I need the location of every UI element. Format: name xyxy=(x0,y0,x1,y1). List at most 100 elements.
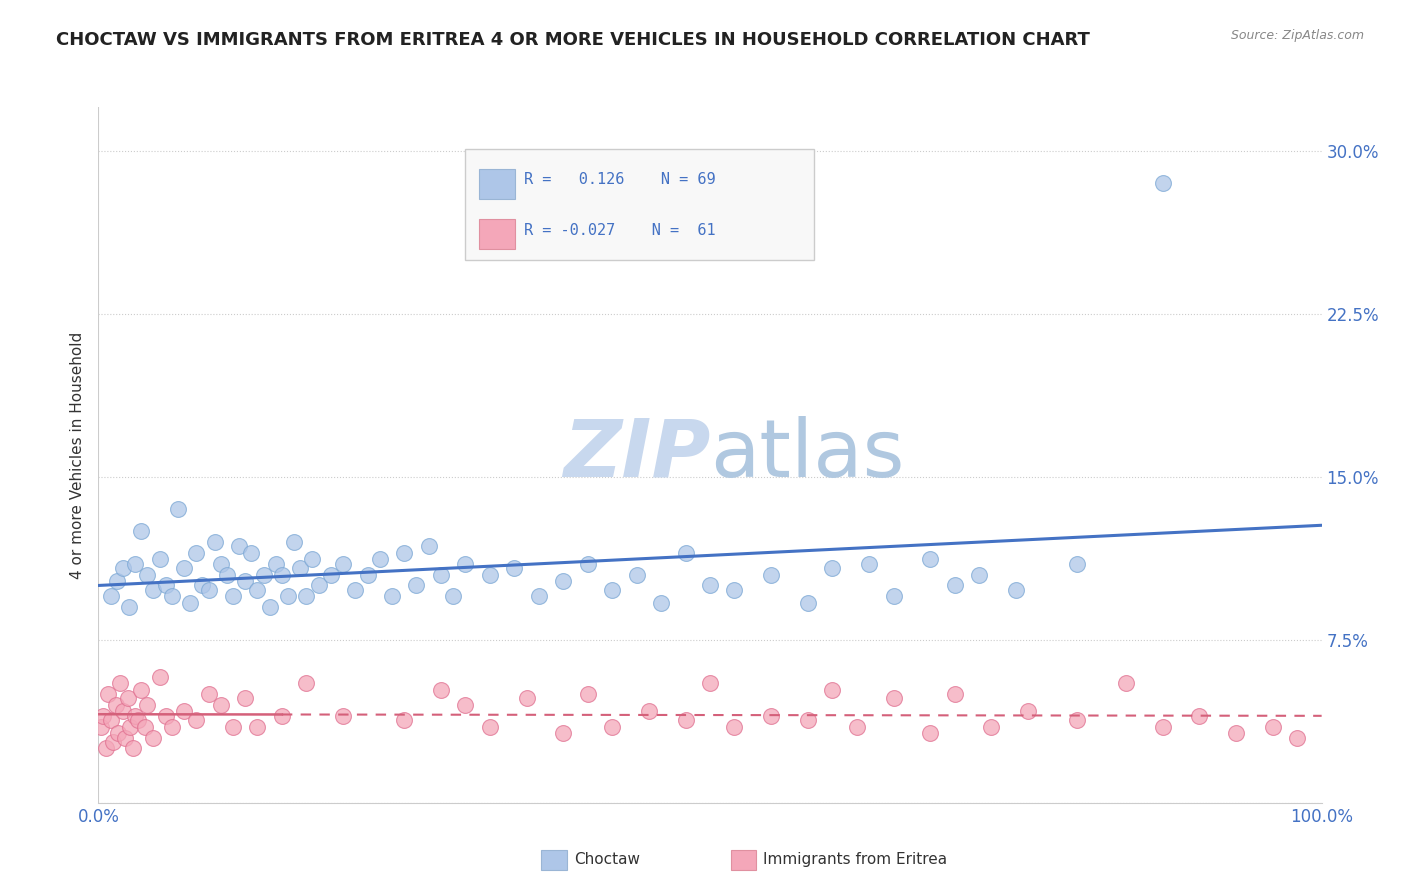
Point xyxy=(381,589,404,603)
Text: Immigrants from Eritrea: Immigrants from Eritrea xyxy=(763,853,948,867)
Point xyxy=(478,720,501,734)
Point xyxy=(179,596,201,610)
Point xyxy=(134,720,156,734)
Point xyxy=(920,552,942,566)
Point xyxy=(215,567,238,582)
Point xyxy=(136,567,159,582)
Point xyxy=(100,589,122,603)
Point xyxy=(883,589,905,603)
Point xyxy=(301,552,323,566)
Point xyxy=(699,578,721,592)
Point xyxy=(600,582,623,597)
Point xyxy=(1066,713,1088,727)
Point xyxy=(160,720,183,734)
Point xyxy=(761,708,783,723)
Text: R = -0.027    N =  61: R = -0.027 N = 61 xyxy=(524,222,716,237)
Point xyxy=(114,731,136,745)
Point xyxy=(104,698,127,712)
Point xyxy=(97,687,120,701)
Point xyxy=(118,600,141,615)
Point xyxy=(626,567,648,582)
Point xyxy=(319,567,342,582)
Point xyxy=(100,713,122,727)
Point xyxy=(332,557,354,571)
Point xyxy=(228,539,250,553)
Point xyxy=(821,561,844,575)
Point xyxy=(105,574,128,588)
Point xyxy=(821,682,844,697)
Point xyxy=(142,582,165,597)
Point xyxy=(368,552,391,566)
Point xyxy=(332,708,354,723)
Point xyxy=(149,670,172,684)
Point xyxy=(883,691,905,706)
Point xyxy=(124,708,146,723)
Point xyxy=(478,567,501,582)
Point xyxy=(308,578,330,592)
Text: atlas: atlas xyxy=(710,416,904,494)
Point xyxy=(845,720,868,734)
Point xyxy=(454,557,477,571)
Point xyxy=(761,567,783,582)
Point xyxy=(129,524,152,538)
Point xyxy=(418,539,440,553)
Point xyxy=(155,578,177,592)
Point xyxy=(344,582,367,597)
Point xyxy=(675,713,697,727)
Point xyxy=(101,735,124,749)
Point xyxy=(197,582,219,597)
Point xyxy=(699,676,721,690)
Point xyxy=(121,741,143,756)
Point xyxy=(637,705,661,719)
Point xyxy=(920,726,942,740)
Point xyxy=(723,582,745,597)
Point xyxy=(110,676,132,690)
Point xyxy=(430,567,453,582)
Text: ZIP: ZIP xyxy=(562,416,710,494)
Point xyxy=(576,687,599,701)
Point xyxy=(600,720,623,734)
Point xyxy=(943,687,966,701)
Text: Choctaw: Choctaw xyxy=(574,853,640,867)
Point xyxy=(797,596,820,610)
Point xyxy=(553,726,575,740)
Point xyxy=(516,691,538,706)
Point xyxy=(576,557,599,571)
Text: CHOCTAW VS IMMIGRANTS FROM ERITREA 4 OR MORE VEHICLES IN HOUSEHOLD CORRELATION C: CHOCTAW VS IMMIGRANTS FROM ERITREA 4 OR … xyxy=(56,31,1090,49)
Point xyxy=(392,713,416,727)
Point xyxy=(111,561,134,575)
Text: R =   0.126    N = 69: R = 0.126 N = 69 xyxy=(524,172,716,187)
Point xyxy=(222,720,245,734)
Point xyxy=(233,691,256,706)
Point xyxy=(120,720,142,734)
Point xyxy=(209,698,232,712)
Point xyxy=(675,546,697,560)
Point xyxy=(204,535,226,549)
Point xyxy=(173,705,195,719)
Point xyxy=(160,589,183,603)
Point xyxy=(392,546,416,560)
Point xyxy=(943,578,966,592)
Point xyxy=(149,552,172,566)
Point xyxy=(186,546,208,560)
Point xyxy=(1004,582,1026,597)
Point xyxy=(1188,708,1211,723)
Point xyxy=(295,589,318,603)
Point xyxy=(186,713,208,727)
Point xyxy=(94,741,117,756)
Point xyxy=(441,589,464,603)
Point xyxy=(222,589,245,603)
Point xyxy=(142,731,165,745)
Point xyxy=(1152,720,1174,734)
Point xyxy=(167,502,190,516)
Text: Source: ZipAtlas.com: Source: ZipAtlas.com xyxy=(1230,29,1364,42)
Point xyxy=(90,720,112,734)
Point xyxy=(1286,731,1309,745)
Point xyxy=(129,682,152,697)
Point xyxy=(209,557,232,571)
Point xyxy=(191,578,214,592)
Point xyxy=(356,567,378,582)
Point xyxy=(264,557,287,571)
Point xyxy=(233,574,256,588)
Point xyxy=(295,676,318,690)
